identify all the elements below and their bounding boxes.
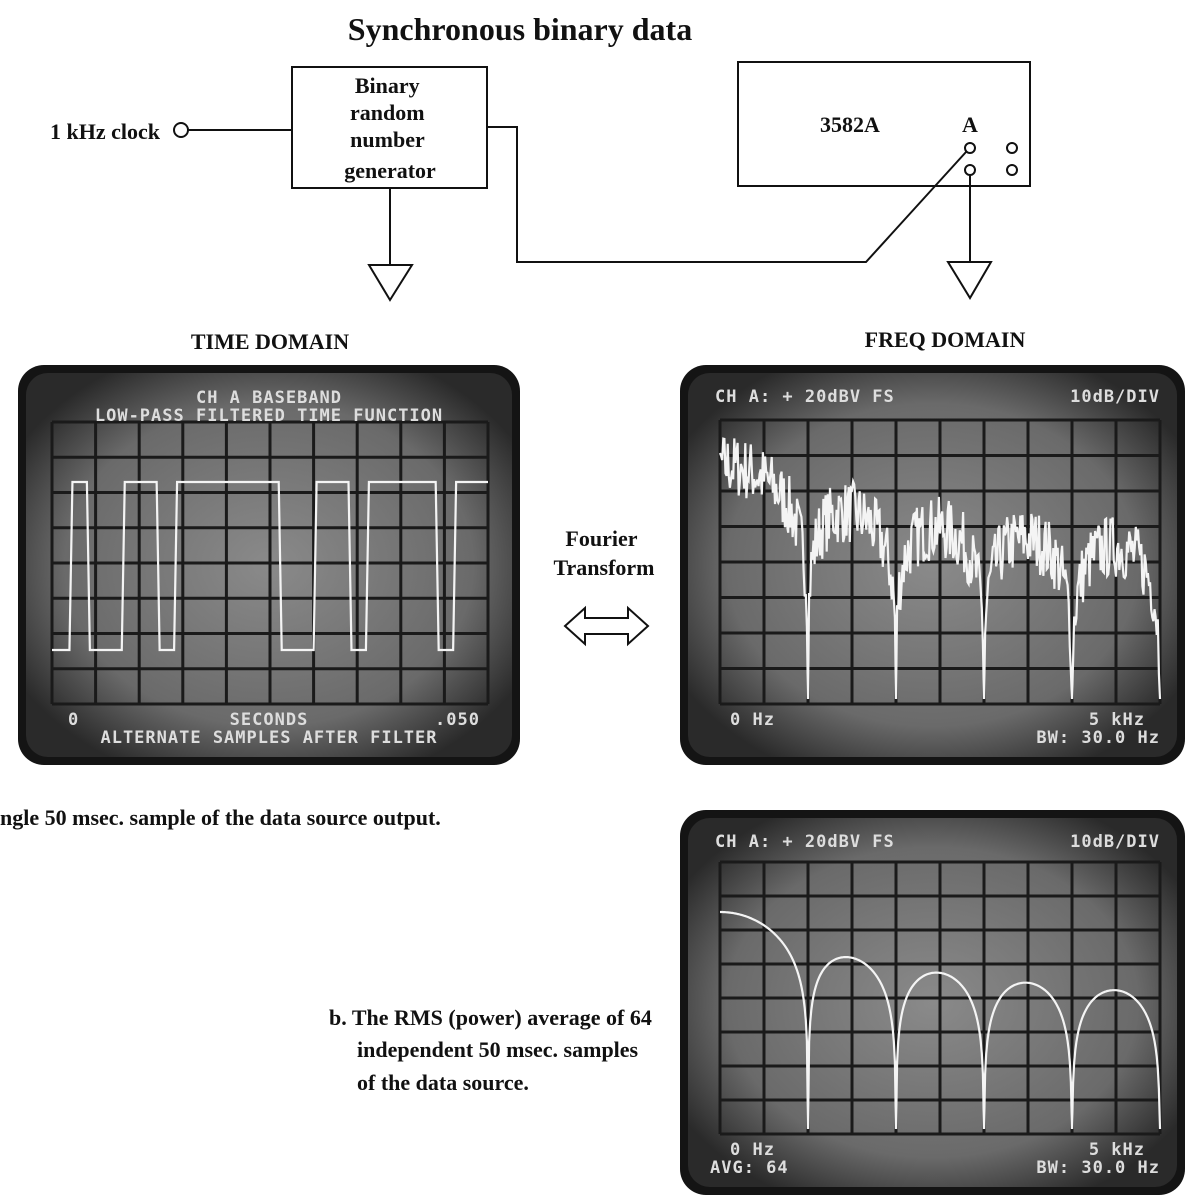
- screen-face: [688, 818, 1177, 1187]
- screen-text: BW: 30.0 Hz: [1036, 728, 1160, 748]
- connector: [964, 164, 976, 176]
- label-line: Binary: [355, 73, 420, 98]
- screen-text: 5 kHz: [1089, 710, 1145, 730]
- screen-text: CH A: + 20dBV FS: [715, 832, 895, 852]
- screen-text: 0: [68, 710, 79, 730]
- screen-text: 10dB/DIV: [1070, 387, 1160, 407]
- analyzer-model: 3582A: [820, 112, 880, 137]
- connector: [1006, 164, 1018, 176]
- caption-line: of the data source.: [357, 1070, 529, 1095]
- clock-label: 1 kHz clock: [50, 119, 161, 144]
- connector: [1006, 142, 1018, 154]
- screen-text: CH A: + 20dBV FS: [715, 387, 895, 407]
- caption-line: b. The RMS (power) average of 64: [329, 1005, 652, 1030]
- screen-text: LOW-PASS FILTERED TIME FUNCTION: [95, 406, 443, 426]
- panel-heading: FREQ DOMAIN: [865, 327, 1026, 352]
- screen-text: CH A BASEBAND: [196, 388, 342, 408]
- ground: [367, 188, 414, 302]
- label-line: random: [350, 100, 425, 125]
- wire: [487, 126, 967, 263]
- trace: [52, 480, 488, 652]
- screen-text: BW: 30.0 Hz: [1036, 1158, 1160, 1178]
- analyzer-box: [737, 61, 1031, 187]
- analyzer-input: A: [962, 112, 978, 137]
- ground: [946, 175, 993, 300]
- connector: [173, 122, 189, 138]
- screen-face: [688, 373, 1177, 757]
- screen-text: 10dB/DIV: [1070, 832, 1160, 852]
- caption-line: independent 50 msec. samples: [357, 1037, 639, 1062]
- oscilloscope-screen: CH A: + 20dBV FS 10dB/DIV 0 Hz 5 kHz AVG: 64…: [680, 810, 1185, 1195]
- screen-text: 0 Hz: [730, 1140, 775, 1160]
- double-arrow: [563, 605, 650, 647]
- caption-a: ngle 50 msec. sample of the data source …: [0, 805, 441, 830]
- label-line: Fourier: [565, 526, 637, 551]
- caption-b: b. The RMS (power) average of 64 indepen…: [329, 1005, 657, 1095]
- panel-heading: TIME DOMAIN: [191, 329, 349, 354]
- generator-label: Binary random number generator: [344, 73, 436, 183]
- screen-text: 5 kHz: [1089, 1140, 1145, 1160]
- screen-text: ALTERNATE SAMPLES AFTER FILTER: [100, 728, 437, 748]
- trace: [720, 910, 1162, 1130]
- connector: [964, 142, 976, 154]
- screen-text: .050: [435, 710, 480, 730]
- screen-text: AVG: 64: [710, 1158, 789, 1178]
- transform-label: Fourier Transform: [553, 526, 654, 580]
- screen-text: SECONDS: [230, 710, 309, 730]
- label-line: Transform: [553, 555, 654, 580]
- trace: [718, 437, 1162, 700]
- label-line: generator: [344, 158, 436, 183]
- label-line: number: [350, 127, 425, 152]
- screen-text: 0 Hz: [730, 710, 775, 730]
- title: Synchronous binary data: [348, 11, 692, 47]
